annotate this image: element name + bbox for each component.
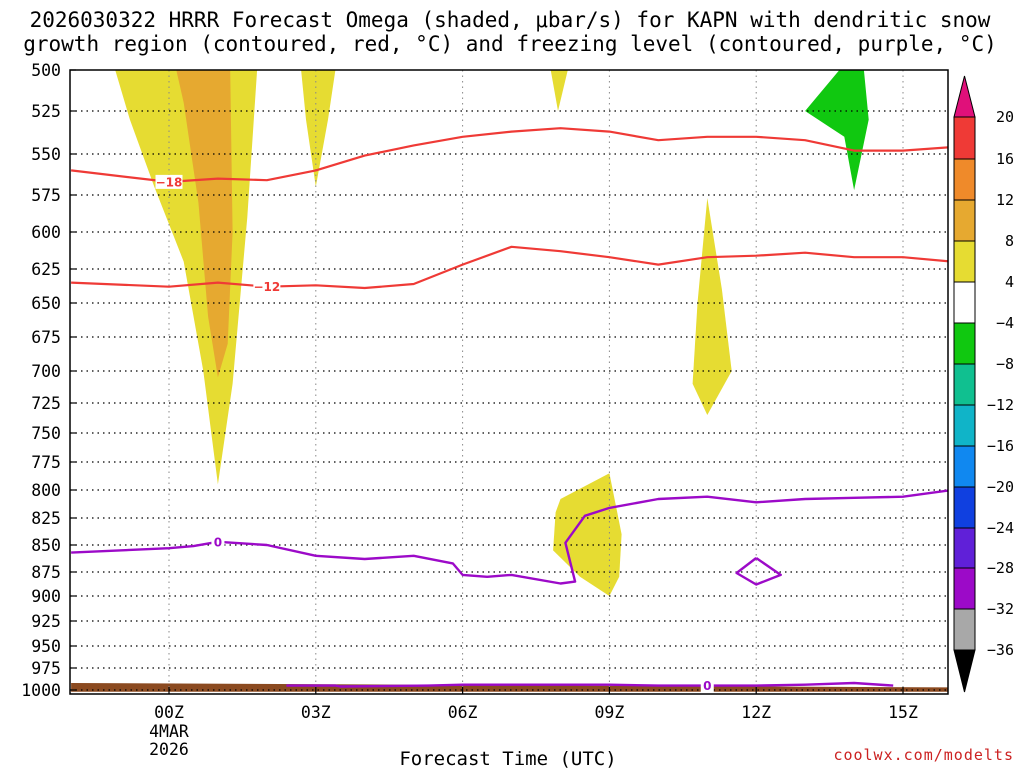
colorbar-band-8 xyxy=(953,445,976,488)
x-tick-label-03Z: 03Z xyxy=(301,703,331,722)
credit-text: coolwx.com/modelts xyxy=(833,746,1014,764)
omega-shaded-region-1 xyxy=(176,70,233,378)
y-tick-label-525: 525 xyxy=(31,102,61,121)
contour-label-bg-1 xyxy=(253,279,281,294)
y-tick-label-825: 825 xyxy=(31,509,61,528)
date-label-year: 2026 xyxy=(149,740,189,759)
colorbar-tick-label-2: 12 xyxy=(996,191,1014,209)
colorbar-band-4 xyxy=(953,281,976,324)
y-tick-label-775: 775 xyxy=(31,453,61,472)
colorbar-band-9 xyxy=(953,486,976,529)
colorbar-band-5 xyxy=(953,322,976,365)
y-tick-label-575: 575 xyxy=(31,186,61,205)
plot-area: −18 −12 0 0 500 525 550 575 600 625 650 675 700 725 75… xyxy=(21,61,949,759)
colorbar-band-11 xyxy=(953,567,976,610)
x-axis-label: Forecast Time (UTC) xyxy=(399,748,616,768)
x-tick-label-00Z: 00Z xyxy=(154,703,184,722)
omega-shaded-region-5 xyxy=(692,198,732,415)
colorbar-tick-label-1: 16 xyxy=(996,150,1014,168)
contour-line-2 xyxy=(71,489,948,585)
x-tick-label-06Z: 06Z xyxy=(448,703,478,722)
colorbar-band-6 xyxy=(953,363,976,406)
colorbar-tick-label-10: −24 xyxy=(987,519,1014,537)
y-tick-label-650: 650 xyxy=(31,294,61,313)
colorbar-band-0 xyxy=(953,116,976,160)
y-tick-label-950: 950 xyxy=(31,637,61,656)
y-tick-label-900: 900 xyxy=(31,587,61,606)
x-tick-label-12Z: 12Z xyxy=(741,703,771,722)
colorbar-tick-label-7: −12 xyxy=(987,396,1014,414)
contour-label-bg-2 xyxy=(211,534,225,549)
y-tick-label-600: 600 xyxy=(31,223,61,242)
y-tick-label-675: 675 xyxy=(31,328,61,347)
contour-label-2: 0 xyxy=(214,535,222,549)
omega-shaded-region-3 xyxy=(550,70,568,111)
chart-title-line-2: growth region (contoured, red, °C) and f… xyxy=(23,32,997,56)
contour-label-1: −12 xyxy=(253,280,280,294)
y-tick-label-500: 500 xyxy=(31,61,61,80)
y-tick-label-925: 925 xyxy=(31,612,61,631)
colorbar-tick-label-6: −8 xyxy=(996,355,1014,373)
omega-shaded-region-0 xyxy=(115,70,258,485)
y-tick-label-875: 875 xyxy=(31,563,61,582)
colorbar-tick-label-13: −36 xyxy=(987,641,1014,659)
colorbar-tick-label-4: 4 xyxy=(1005,273,1014,291)
y-tick-label-1000: 1000 xyxy=(21,681,61,700)
omega-colorbar: 20 16 12 8 4 −4 −8 −12 −16 −20 −24 −28 −32 −36 xyxy=(953,75,1014,693)
y-tick-label-800: 800 xyxy=(31,481,61,500)
y-tick-label-850: 850 xyxy=(31,536,61,555)
omega-shaded-region-4 xyxy=(805,70,869,191)
omega-shaded-region-2 xyxy=(301,70,336,187)
y-tick-label-700: 700 xyxy=(31,362,61,381)
contour-label-0: −18 xyxy=(156,175,183,189)
date-label-day: 4MAR xyxy=(149,722,189,741)
colorbar-tick-label-3: 8 xyxy=(1005,232,1014,250)
colorbar-tick-label-12: −32 xyxy=(987,600,1014,618)
omega-shaded-region-6 xyxy=(553,473,622,596)
colorbar-tick-label-5: −4 xyxy=(996,314,1014,332)
colorbar-tick-label-11: −28 xyxy=(987,559,1014,577)
y-tick-label-725: 725 xyxy=(31,394,61,413)
colorbar-band-7 xyxy=(953,404,976,447)
contour-label-bg-4 xyxy=(700,678,714,693)
contour-line-0 xyxy=(70,127,948,183)
y-tick-label-550: 550 xyxy=(31,145,61,164)
contour-label-bg-0 xyxy=(155,174,183,189)
colorbar-band-12 xyxy=(953,608,976,651)
colorbar-tick-label-8: −16 xyxy=(987,437,1014,455)
plot-inner: −18 −12 0 0 xyxy=(70,70,948,694)
colorbar-bottom-triangle xyxy=(953,649,976,693)
y-tick-label-975: 975 xyxy=(31,659,61,678)
chart-title-line-1: 2026030322 HRRR Forecast Omega (shaded, … xyxy=(30,8,991,32)
x-tick-label-15Z: 15Z xyxy=(888,703,918,722)
y-tick-label-625: 625 xyxy=(31,260,61,279)
plot-frame xyxy=(69,69,949,695)
colorbar-tick-label-0: 20 xyxy=(996,108,1014,126)
colorbar-top-triangle xyxy=(953,75,976,118)
colorbar-tick-label-9: −20 xyxy=(987,478,1014,496)
x-tick-label-09Z: 09Z xyxy=(594,703,624,722)
contour-line-3 xyxy=(735,557,782,586)
colorbar-band-3 xyxy=(953,240,976,283)
contour-line-4 xyxy=(286,681,894,688)
colorbar-band-2 xyxy=(953,199,976,242)
colorbar-band-10 xyxy=(953,527,976,569)
colorbar-band-1 xyxy=(953,158,976,201)
y-tick-label-750: 750 xyxy=(31,424,61,443)
contour-label-4: 0 xyxy=(703,679,711,693)
